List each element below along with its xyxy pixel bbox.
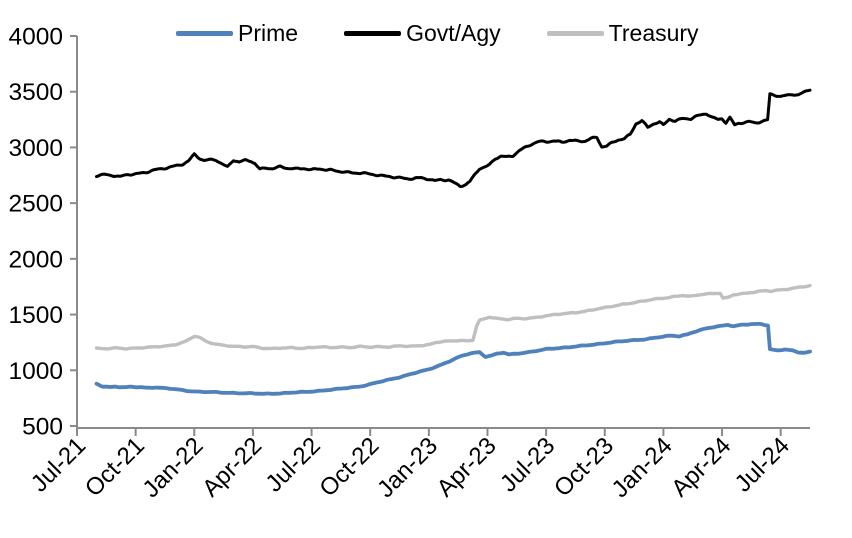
x-tick-label: Jul-21: [26, 432, 91, 497]
x-tick-label: Oct-23: [549, 432, 619, 502]
legend-label-prime: Prime: [238, 20, 299, 46]
x-tick-label: Jan-22: [138, 432, 209, 503]
legend: Prime Govt/Agy Treasury: [176, 20, 699, 47]
legend-item-govt-agy: Govt/Agy: [344, 20, 501, 47]
y-tick-label: 4000: [8, 24, 63, 51]
y-tick-label: 2000: [8, 246, 63, 273]
x-tick-label: Jan-23: [372, 432, 443, 503]
y-tick-label: 500: [22, 414, 63, 441]
govt-agy-line-swatch: [344, 31, 402, 36]
x-tick-label: Jan-24: [607, 432, 678, 503]
legend-label-treasury: Treasury: [608, 20, 699, 46]
x-tick-label: Apr-22: [197, 432, 267, 502]
legend-item-treasury: Treasury: [546, 20, 699, 47]
series-line-govt-agy: [95, 88, 812, 188]
y-tick-label: 1000: [8, 358, 63, 385]
x-tick-label: Jul-22: [260, 432, 325, 497]
treasury-line-swatch: [546, 31, 604, 36]
y-tick-label: 1500: [8, 302, 63, 329]
legend-label-govt-agy: Govt/Agy: [406, 20, 501, 46]
series-line-prime: [94, 322, 812, 396]
x-tick-label: Jul-24: [730, 432, 795, 497]
x-tick-label: Oct-21: [80, 432, 150, 502]
x-tick-label: Oct-22: [314, 432, 384, 502]
x-tick-label: Jul-23: [495, 432, 560, 497]
y-tick-label: 2500: [8, 191, 63, 218]
x-tick-label: Apr-23: [432, 432, 502, 502]
series-line-treasury: [94, 283, 812, 351]
x-tick-label: Apr-24: [666, 432, 736, 502]
y-tick-label: 3000: [8, 135, 63, 162]
prime-line-swatch: [176, 31, 233, 36]
y-tick-label: 3500: [8, 79, 63, 106]
legend-item-prime: Prime: [176, 20, 298, 47]
